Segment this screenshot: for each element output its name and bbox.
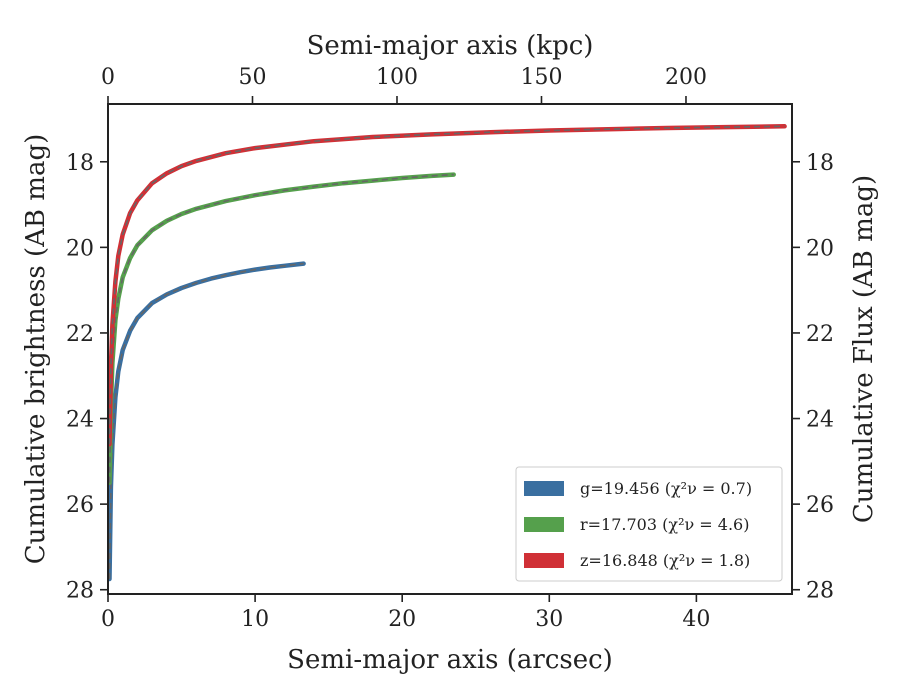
x-tick-label: 10 [241, 607, 269, 632]
legend-box [515, 466, 783, 582]
legend-label-g: g=19.456 (χ²ν = 0.7) [580, 479, 752, 498]
plot-frame [107, 103, 793, 595]
top-tick-label: 150 [520, 65, 562, 90]
legend-label-r: r=17.703 (χ²ν = 4.6) [580, 515, 749, 534]
top-x-axis: 0 50 100 150 200 [101, 65, 707, 104]
x-tick-label: 0 [101, 607, 115, 632]
x-tick-label: 40 [682, 607, 710, 632]
y-axis-title: Cumulative brightness (AB mag) [21, 134, 51, 565]
top-tick-label: 0 [101, 65, 115, 90]
right-tick-label: 28 [806, 579, 834, 604]
x-tick-label: 20 [388, 607, 416, 632]
top-axis-title: Semi-major axis (kpc) [307, 31, 594, 61]
y-tick-label: 26 [66, 493, 94, 518]
right-tick-label: 20 [806, 236, 834, 261]
y-tick-label: 22 [66, 322, 94, 347]
series-r-line [107, 172, 456, 485]
y-tick-label: 24 [66, 408, 94, 433]
right-tick-label: 22 [806, 322, 834, 347]
right-tick-label: 24 [806, 408, 834, 433]
y-tick-label: 20 [66, 236, 94, 261]
x-tick-label: 30 [535, 607, 563, 632]
top-tick-label: 100 [376, 65, 418, 90]
series-r-model-line [108, 173, 454, 483]
right-y-axis: 18 20 22 24 26 28 [792, 151, 834, 604]
top-tick-label: 50 [238, 65, 266, 90]
series-z-model-line [108, 125, 785, 445]
y-tick-label: 18 [66, 151, 94, 176]
legend-swatch-g [524, 481, 564, 496]
series-g-line [107, 261, 306, 582]
top-tick-label: 200 [665, 65, 707, 90]
bottom-x-axis: 0 10 20 30 40 [101, 594, 710, 632]
x-axis-title: Semi-major axis (arcsec) [287, 645, 613, 675]
left-y-axis: 18 20 22 24 26 28 [66, 151, 108, 604]
right-tick-label: 18 [806, 151, 834, 176]
series-g-model-line [108, 262, 304, 580]
legend: g=19.456 (χ²ν = 0.7) r=17.703 (χ²ν = 4.6)… [515, 466, 783, 582]
legend-swatch-r [524, 517, 564, 532]
y-tick-label: 28 [66, 579, 94, 604]
plot-series [107, 124, 787, 582]
right-axis-title: Cumulative Flux (AB mag) [849, 175, 879, 523]
legend-label-z: z=16.848 (χ²ν = 1.8) [580, 551, 750, 570]
legend-swatch-z [524, 553, 564, 568]
right-tick-label: 26 [806, 493, 834, 518]
